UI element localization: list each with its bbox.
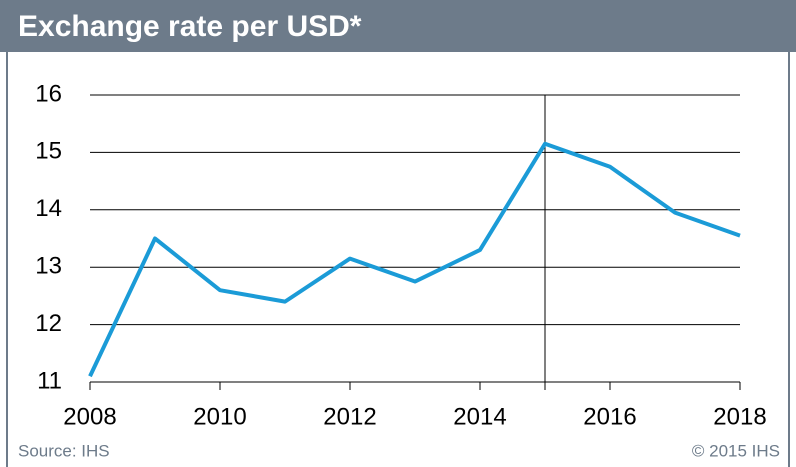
chart-title: Exchange rate per USD* bbox=[18, 10, 362, 43]
y-tick-label: 12 bbox=[35, 310, 62, 337]
y-tick-label: 16 bbox=[35, 80, 62, 107]
y-tick-label: 14 bbox=[35, 195, 62, 222]
title-bar bbox=[0, 0, 796, 52]
y-tick-label: 11 bbox=[37, 367, 62, 394]
x-tick-label: 2016 bbox=[583, 403, 636, 430]
x-tick-label: 2008 bbox=[63, 403, 116, 430]
y-tick-label: 13 bbox=[35, 253, 62, 280]
x-tick-label: 2010 bbox=[193, 403, 246, 430]
x-tick-label: 2018 bbox=[713, 403, 766, 430]
y-tick-label: 15 bbox=[35, 138, 62, 165]
x-tick-label: 2014 bbox=[453, 403, 506, 430]
data-line bbox=[88, 141, 741, 378]
x-tick-label: 2012 bbox=[323, 403, 376, 430]
source: Source: IHS bbox=[18, 441, 110, 460]
copyright: © 2015 IHS bbox=[692, 441, 780, 460]
